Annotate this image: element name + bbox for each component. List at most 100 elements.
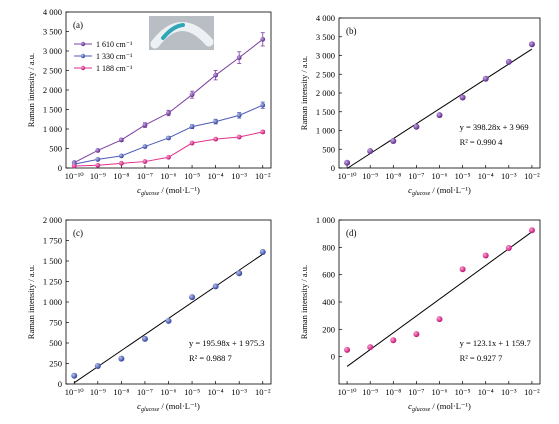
fit-line — [346, 48, 533, 169]
x-tick-label: 10⁻⁵ — [455, 387, 471, 397]
x-tick-label: 10⁻² — [524, 387, 540, 397]
y-tick-label: 500 — [322, 144, 335, 154]
x-tick-label: 10⁻⁴ — [208, 171, 224, 181]
x-tick-label: 10⁻² — [255, 171, 271, 181]
x-tick-label: 10⁻⁹ — [90, 387, 106, 397]
fit-equation: y = 398.28x + 3 969 — [460, 122, 529, 132]
data-point — [166, 135, 171, 141]
data-point — [390, 337, 397, 344]
data-point — [260, 36, 266, 42]
data-point — [260, 102, 266, 108]
y-tick-label: 2 000 — [43, 215, 62, 225]
y-tick-label: 750 — [49, 318, 62, 328]
data-point — [142, 144, 148, 149]
data-point — [413, 331, 420, 338]
y-tick-label: 200 — [322, 324, 335, 334]
x-axis-var: c — [408, 401, 412, 411]
fit-r2: R² = 0.990 4 — [460, 137, 504, 147]
y-tick-label: 2 500 — [316, 69, 335, 79]
x-tick-label: 10⁻³ — [231, 171, 247, 181]
y-tick-label: 1 250 — [43, 277, 62, 287]
legend-marker — [80, 41, 86, 47]
y-tick-label: 0 — [58, 379, 62, 389]
x-tick-label: 10⁻⁵ — [184, 171, 200, 181]
fit-line — [346, 231, 533, 367]
panel-label: (c) — [73, 228, 83, 238]
inset-sensor-strip — [161, 23, 185, 40]
data-point — [166, 110, 171, 116]
y-tick-label: 500 — [49, 144, 62, 154]
data-point — [344, 159, 351, 166]
x-tick-label: 10⁻⁴ — [208, 387, 224, 397]
x-tick-label: 10⁻¹⁰ — [338, 171, 358, 181]
y-tick-label: 1 750 — [43, 236, 62, 246]
y-axis-label: Raman intensity / a.u. — [26, 53, 36, 127]
y-tick-label: 4 000 — [43, 7, 62, 17]
data-point — [189, 140, 195, 146]
y-tick-label: 2 000 — [43, 85, 62, 95]
data-point — [189, 92, 195, 98]
fit-r2: R² = 0.927 7 — [460, 353, 503, 363]
y-tick-label: 500 — [49, 338, 62, 348]
y-tick-label: 250 — [49, 359, 62, 369]
data-point — [505, 245, 512, 252]
x-tick-label: 10⁻⁹ — [362, 387, 378, 397]
y-tick-label: 1 500 — [43, 105, 62, 115]
y-axis-label: Raman intensity / a.u. — [26, 265, 36, 339]
x-tick-label: 10⁻⁸ — [113, 171, 129, 181]
x-axis-subscript: glucose — [412, 407, 431, 413]
data-point — [436, 316, 443, 323]
data-point — [528, 227, 535, 234]
y-tick-label: 0 — [331, 163, 335, 173]
data-point — [344, 346, 351, 353]
data-point — [166, 154, 171, 160]
y-tick-label: 1 000 — [316, 126, 335, 136]
x-tick-label: 10⁻² — [255, 387, 271, 397]
chart-panel-1: 0 500 1 000 1 500 2 000 2 500 3 000 3 500 4 000 1… — [26, 7, 272, 197]
data-point — [141, 335, 148, 342]
data-point — [95, 162, 101, 168]
x-tick-label: 10⁻⁸ — [385, 171, 401, 181]
inset-photo — [149, 16, 214, 50]
y-tick-label: 2 000 — [316, 88, 335, 98]
data-point — [213, 119, 219, 124]
legend-marker — [80, 53, 86, 59]
data-point — [528, 41, 535, 48]
y-tick-label: 400 — [322, 297, 335, 307]
y-tick-label: 1 500 — [43, 256, 62, 266]
data-point — [482, 252, 489, 259]
x-tick-label: 10⁻⁸ — [113, 387, 129, 397]
data-point — [505, 58, 512, 65]
x-tick-label: 10⁻⁸ — [385, 387, 401, 397]
x-tick-label: 10⁻³ — [501, 387, 517, 397]
y-tick-label: 3 500 — [43, 27, 62, 37]
y-axis-label: Raman intensity / a.u. — [299, 265, 309, 339]
x-axis-subscript: glucose — [141, 407, 160, 413]
x-tick-label: 10⁻⁷ — [408, 387, 424, 397]
data-point — [259, 248, 266, 255]
data-point — [413, 123, 420, 130]
panel-label: (b) — [346, 26, 357, 36]
x-tick-label: 10⁻⁹ — [90, 171, 106, 181]
data-point — [436, 112, 443, 119]
x-tick-label: 10⁻⁷ — [137, 171, 153, 181]
legend-marker — [80, 65, 86, 71]
fit-equation: y = 195.98x + 1 975.3 — [189, 338, 264, 348]
y-tick-label: 3 000 — [43, 46, 62, 56]
x-axis-subscript: glucose — [412, 191, 431, 197]
y-tick-label: 800 — [322, 242, 335, 252]
x-tick-label: 10⁻⁴ — [478, 171, 494, 181]
data-point — [236, 112, 242, 118]
x-axis-unit: / (mol·L⁻¹) — [430, 185, 471, 195]
x-tick-label: 10⁻² — [524, 171, 540, 181]
data-point — [142, 159, 148, 164]
x-axis-var: c — [137, 185, 141, 195]
x-tick-label: 10⁻⁴ — [478, 387, 494, 397]
x-axis-var: c — [137, 401, 141, 411]
y-tick-label: 1 000 — [43, 297, 62, 307]
data-point — [236, 134, 242, 140]
data-point — [189, 294, 196, 301]
chart-panel-2: 0 500 1 000 1 500 2 000 2 500 3 000 3 500 4 000 1… — [299, 13, 541, 197]
x-tick-label: 10⁻¹⁰ — [338, 387, 358, 397]
plot-frame — [338, 219, 541, 385]
